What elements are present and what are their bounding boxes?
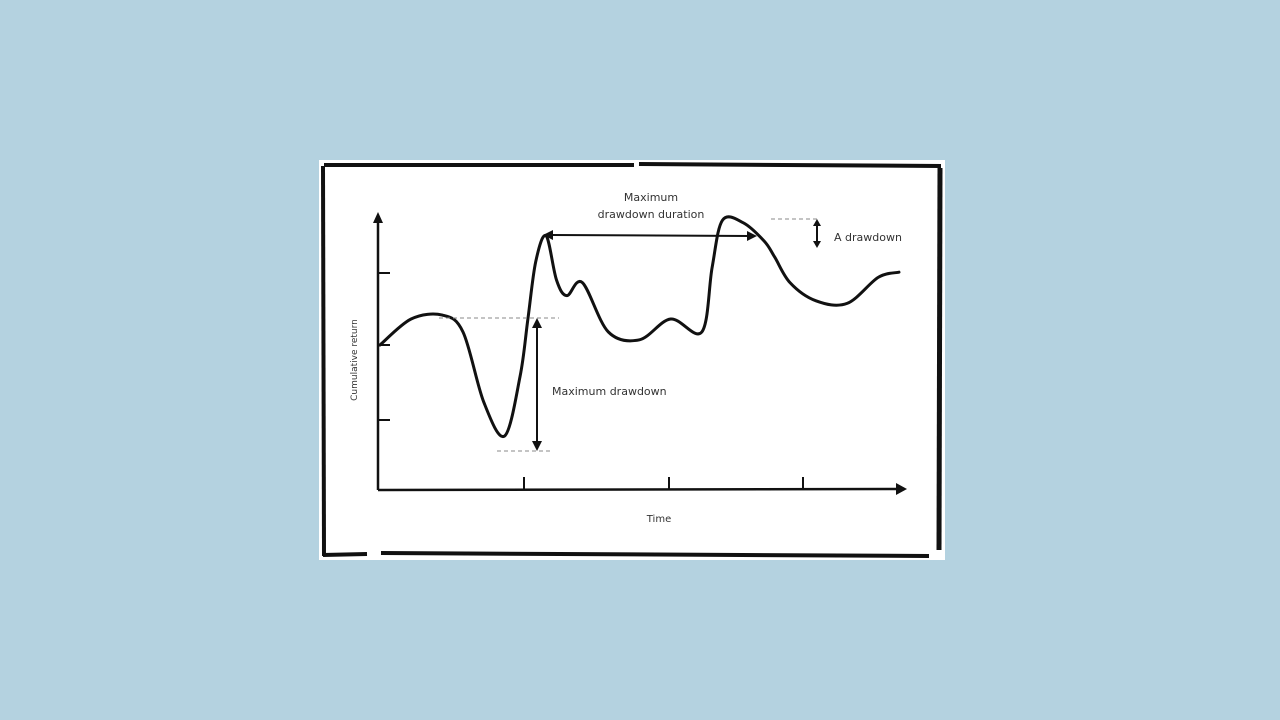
max-drawdown-arrow-bottom [532,441,542,451]
max-drawdown-duration-label-line-1: Maximum [624,191,678,204]
max-drawdown-duration-label: Maximum drawdown duration [598,191,705,221]
series-line [378,215,901,438]
duration-arrow-left [543,230,553,240]
axes [373,212,907,495]
frame-right [936,167,943,551]
x-axis [377,487,900,492]
max-drawdown-annotation: Maximum drawdown [532,318,667,451]
x-axis-label: Time [646,514,671,525]
frame-left [321,165,326,557]
x-axis-arrowhead [896,483,907,495]
frame [321,162,943,558]
frame-top [324,162,942,168]
a-drawdown-annotation: A drawdown [813,219,902,248]
a-drawdown-arrow-bottom [813,241,821,248]
max-drawdown-arrow-top [532,318,542,328]
y-axis-arrowhead [373,212,383,223]
duration-arrow-right [747,231,757,241]
frame-bottom [322,551,930,558]
duration-arrow-line [550,234,750,237]
a-drawdown-label: A drawdown [834,231,902,244]
drawdown-chart: Time Cumulative return Maximum drawdown d… [321,162,943,558]
a-drawdown-arrow-top [813,219,821,226]
y-axis-label: Cumulative return [350,319,360,401]
tick-group [378,272,804,489]
max-drawdown-duration-annotation: Maximum drawdown duration [543,191,757,241]
guide-lines [439,218,819,452]
max-drawdown-duration-label-line-2: drawdown duration [598,208,705,221]
max-drawdown-label: Maximum drawdown [552,385,667,398]
chart-card: Time Cumulative return Maximum drawdown d… [319,160,945,560]
